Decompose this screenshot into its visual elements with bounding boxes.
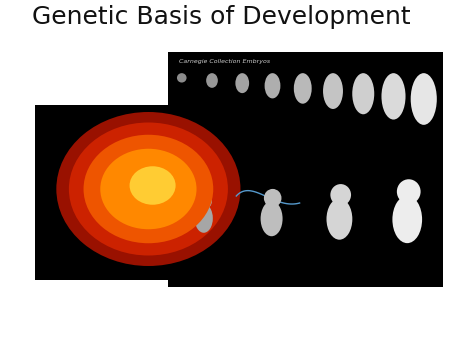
Ellipse shape: [195, 204, 213, 233]
Ellipse shape: [330, 184, 351, 206]
FancyBboxPatch shape: [168, 52, 443, 287]
Ellipse shape: [235, 73, 249, 93]
Ellipse shape: [392, 196, 422, 243]
Ellipse shape: [130, 166, 176, 205]
Ellipse shape: [411, 73, 437, 125]
Ellipse shape: [56, 112, 240, 266]
Text: Genetic Basis of Development: Genetic Basis of Development: [32, 5, 410, 29]
Ellipse shape: [198, 194, 212, 209]
Ellipse shape: [397, 179, 421, 204]
Ellipse shape: [100, 149, 197, 229]
Ellipse shape: [327, 198, 352, 240]
FancyBboxPatch shape: [35, 105, 305, 280]
Ellipse shape: [352, 73, 374, 114]
Ellipse shape: [177, 73, 187, 83]
Ellipse shape: [323, 73, 343, 109]
Ellipse shape: [84, 135, 213, 243]
Ellipse shape: [294, 73, 312, 104]
Ellipse shape: [206, 73, 218, 88]
Text: Carnegie Collection Embryos: Carnegie Collection Embryos: [179, 59, 270, 64]
Ellipse shape: [382, 73, 405, 120]
Ellipse shape: [264, 189, 282, 207]
Ellipse shape: [69, 123, 228, 255]
Ellipse shape: [261, 201, 283, 236]
Ellipse shape: [265, 73, 280, 98]
